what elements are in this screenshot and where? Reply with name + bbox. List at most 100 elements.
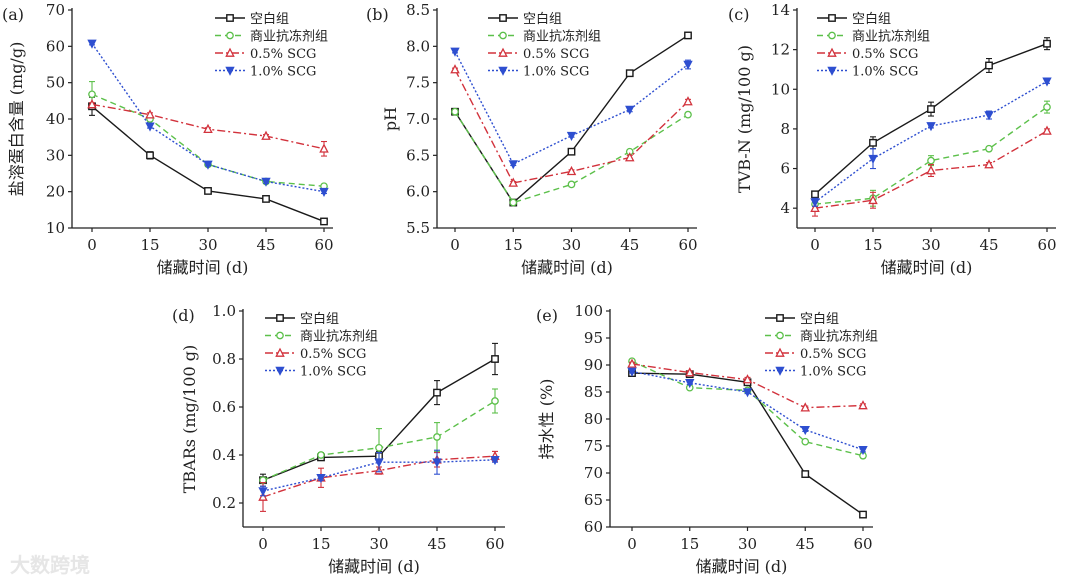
legend-marker [226,14,234,22]
data-point [1043,103,1051,111]
data-point [432,458,442,468]
x-tick-label: 60 [485,535,504,553]
data-point [926,165,936,175]
data-point [509,198,518,207]
data-point [491,397,499,405]
data-point [1042,125,1052,135]
y-axis-label: 持水性 (%) [537,379,556,460]
data-point [684,367,695,377]
x-tick-label: 60 [853,535,872,553]
legend-label: 1.0% SCG [523,65,589,80]
x-tick-label: 45 [796,535,815,553]
legend-label: 1.0% SCG [250,65,316,80]
data-point [683,96,693,106]
x-axis-label: 储藏时间 (d) [881,258,973,277]
data-point [433,433,441,441]
data-point [491,355,499,363]
y-axis-label: TVB-N (mg/100 g) [735,45,754,193]
data-point [451,107,459,116]
legend-label: 商业抗冻剂组 [523,29,601,45]
data-point [684,110,692,119]
data-point [450,47,460,57]
legend-label: 1.0% SCG [300,365,366,380]
data-point [87,99,97,109]
y-tick-label: 60 [584,518,603,536]
legend-label: 商业抗冻剂组 [852,29,930,45]
y-tick-label: 40 [46,110,65,128]
x-tick-label: 30 [921,236,940,254]
x-tick-label: 0 [450,236,460,254]
legend-label: 0.5% SCG [250,47,316,62]
data-point [433,388,441,397]
series-line [454,69,689,184]
data-point [801,470,810,478]
data-point [145,122,155,132]
series-2 [450,64,693,187]
legend-marker [276,331,284,340]
data-point [685,379,695,389]
legend-label: 0.5% SCG [300,347,366,362]
data-point [624,152,635,162]
data-point [985,144,993,153]
data-point [985,61,993,70]
panel-label: (e) [536,306,558,325]
legend-label: 空白组 [523,11,562,27]
y-axis-label: 盐溶蛋白含量 (mg/g) [7,42,26,197]
legend-marker [776,331,784,340]
y-tick-label: 10 [46,219,65,237]
x-tick-label: 15 [504,236,523,254]
legend-marker [776,314,784,322]
data-point [683,60,693,70]
series-0 [811,37,1051,199]
x-tick-label: 0 [627,535,637,553]
data-point [567,147,576,156]
data-point [627,358,637,368]
series-1 [88,81,328,191]
legend-label: 0.5% SCG [852,47,918,62]
legend-label: 1.0% SCG [800,365,866,380]
series-3 [810,77,1052,208]
y-tick-label: 8.5 [406,1,430,19]
y-tick-label: 4 [780,199,790,217]
series-3 [87,39,329,197]
y-tick-label: 90 [584,356,603,374]
data-point [927,156,935,165]
data-point [858,400,868,410]
chart-panel-3: 0.2 0.4 0.6 0.8 1.0 0 15 30 45 60 储藏时间 (d) TBARs (m… [172,302,505,576]
data-point [146,151,154,160]
data-point [375,443,383,452]
data-point [800,402,811,412]
legend-marker [226,31,234,40]
data-point [742,374,753,384]
x-tick-label: 0 [258,535,268,553]
data-point [800,426,810,436]
legend-marker [775,347,785,357]
y-tick-label: 12 [771,41,790,59]
y-tick-label: 80 [584,410,603,428]
watermark: 大数跨境 [10,553,90,577]
series-line [814,106,1048,205]
data-point [984,111,994,121]
data-point [868,154,878,164]
y-tick-label: 70 [46,1,65,19]
data-point [801,437,810,446]
y-tick-label: 5.5 [406,219,430,237]
x-tick-label: 30 [198,236,217,254]
legend-label: 空白组 [300,311,339,327]
y-tick-label: 60 [46,37,65,55]
panel-label: (d) [172,306,195,325]
chart-panel-2: 4 6 8 10 12 14 0 15 30 45 60 储藏时间 (d) TVB-N (mg/100 … [728,1,1057,277]
data-point [742,388,753,398]
legend-label: 1.0% SCG [852,65,918,80]
series-1 [259,388,499,485]
y-tick-label: 0.6 [212,398,236,416]
series-line [814,80,1048,203]
y-axis-label: TBARs (mg/100 g) [180,345,199,493]
data-point [625,105,635,115]
y-tick-label: 10 [771,80,790,98]
y-tick-label: 14 [771,1,790,19]
y-tick-label: 0.4 [212,446,236,464]
